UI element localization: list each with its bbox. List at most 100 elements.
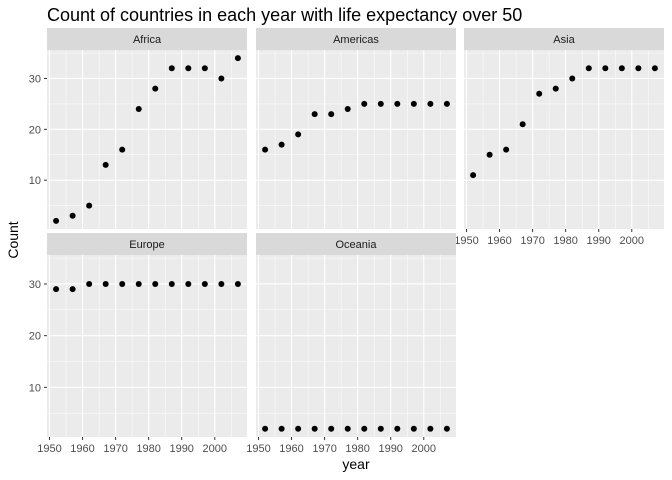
- x-axis-title: year: [342, 456, 370, 472]
- data-point-africa: [119, 146, 126, 153]
- data-point-africa: [168, 65, 175, 72]
- data-point-oceania: [377, 425, 384, 432]
- data-point-asia: [552, 85, 559, 92]
- x-tick-label: 1990: [586, 235, 610, 247]
- data-point-americas: [427, 100, 434, 107]
- x-tick-label: 2000: [203, 443, 227, 455]
- strip-label-americas: Americas: [333, 34, 379, 46]
- data-point-europe: [168, 280, 175, 287]
- data-point-asia: [536, 90, 543, 97]
- x-tick-label: 1960: [70, 443, 94, 455]
- chart-title: Count of countries in each year with lif…: [47, 5, 522, 25]
- x-tick-label: 1950: [246, 443, 270, 455]
- y-tick-label: 30: [29, 279, 41, 291]
- y-tick-label: 20: [29, 331, 41, 343]
- data-point-europe: [102, 280, 109, 287]
- data-point-oceania: [394, 425, 401, 432]
- data-point-americas: [410, 100, 417, 107]
- data-point-europe: [201, 280, 208, 287]
- x-tick-label: 1970: [103, 443, 127, 455]
- strip-oceania: [256, 233, 456, 255]
- data-point-oceania: [427, 425, 434, 432]
- data-point-americas: [295, 131, 302, 138]
- data-point-oceania: [262, 425, 269, 432]
- x-tick-label: 1980: [553, 235, 577, 247]
- y-tick-label: 30: [29, 73, 41, 85]
- data-point-americas: [443, 100, 450, 107]
- x-tick-label: 1960: [279, 443, 303, 455]
- data-point-africa: [152, 85, 159, 92]
- data-point-europe: [185, 280, 192, 287]
- strip-americas: [256, 28, 456, 50]
- data-point-oceania: [328, 425, 335, 432]
- data-point-europe: [152, 280, 159, 287]
- data-point-africa: [102, 161, 109, 168]
- panel-oceania: Oceania 1950 1960 1970 1980 1990 2000: [246, 233, 456, 455]
- data-point-oceania: [311, 425, 318, 432]
- data-point-asia: [486, 151, 493, 158]
- panel-bg-europe: [47, 255, 247, 437]
- data-point-oceania: [361, 425, 368, 432]
- data-point-africa: [135, 105, 142, 112]
- data-point-oceania: [443, 425, 450, 432]
- strip-label-oceania: Oceania: [336, 239, 378, 251]
- panel-asia: Asia 1950 1960 1970 1980 1990 2000: [454, 28, 664, 247]
- panel-bg-americas: [256, 50, 456, 229]
- data-point-americas: [278, 141, 285, 148]
- data-point-africa: [201, 65, 208, 72]
- data-point-europe: [53, 286, 60, 293]
- x-tick-label: 1990: [378, 443, 402, 455]
- data-point-africa: [53, 217, 60, 224]
- y-tick-label: 20: [29, 124, 41, 136]
- data-point-oceania: [410, 425, 417, 432]
- x-tick-label: 1960: [487, 235, 511, 247]
- strip-africa: [47, 28, 247, 50]
- x-tick-label: 1980: [345, 443, 369, 455]
- data-point-americas: [344, 105, 351, 112]
- data-point-oceania: [278, 425, 285, 432]
- x-tick-label: 1970: [312, 443, 336, 455]
- data-point-europe: [119, 280, 126, 287]
- data-point-oceania: [295, 425, 302, 432]
- y-tick-label: 10: [29, 382, 41, 394]
- data-point-africa: [86, 202, 93, 209]
- x-tick-label: 1980: [136, 443, 160, 455]
- x-tick-label: 1950: [37, 443, 61, 455]
- x-tick-label: 1970: [520, 235, 544, 247]
- data-point-americas: [311, 111, 318, 118]
- data-point-europe: [234, 280, 241, 287]
- panel-americas: Americas: [256, 28, 456, 229]
- strip-label-europe: Europe: [129, 239, 164, 251]
- x-tick-label: 1950: [454, 235, 478, 247]
- panel-bg-oceania: [256, 255, 456, 437]
- panel-africa: Africa 10 20 30: [29, 28, 247, 229]
- data-point-americas: [262, 146, 269, 153]
- panel-europe: Europe 10 20 30 1950 1960 1970 1980 1990 2000: [29, 233, 247, 455]
- data-point-africa: [69, 212, 76, 219]
- x-tick-label: 1990: [169, 443, 193, 455]
- strip-label-africa: Africa: [133, 34, 162, 46]
- x-tick-label: 2000: [412, 443, 436, 455]
- data-point-europe: [69, 286, 76, 293]
- data-point-africa: [234, 55, 241, 62]
- data-point-oceania: [344, 425, 351, 432]
- data-point-asia: [635, 65, 642, 72]
- strip-asia: [464, 28, 664, 50]
- data-point-asia: [519, 121, 526, 128]
- facet-panels: Africa 10 20 30 Americas Asia 1950 1960 1970 1980…: [29, 28, 664, 455]
- data-point-asia: [569, 75, 576, 82]
- data-point-asia: [470, 172, 477, 179]
- data-point-americas: [377, 100, 384, 107]
- data-point-europe: [218, 280, 225, 287]
- data-point-africa: [218, 75, 225, 82]
- data-point-americas: [394, 100, 401, 107]
- data-point-asia: [651, 65, 658, 72]
- data-point-africa: [185, 65, 192, 72]
- data-point-asia: [503, 146, 510, 153]
- x-tick-label: 2000: [620, 235, 644, 247]
- data-point-asia: [585, 65, 592, 72]
- data-point-americas: [361, 100, 368, 107]
- strip-label-asia: Asia: [553, 34, 575, 46]
- panel-bg-asia: [464, 50, 664, 229]
